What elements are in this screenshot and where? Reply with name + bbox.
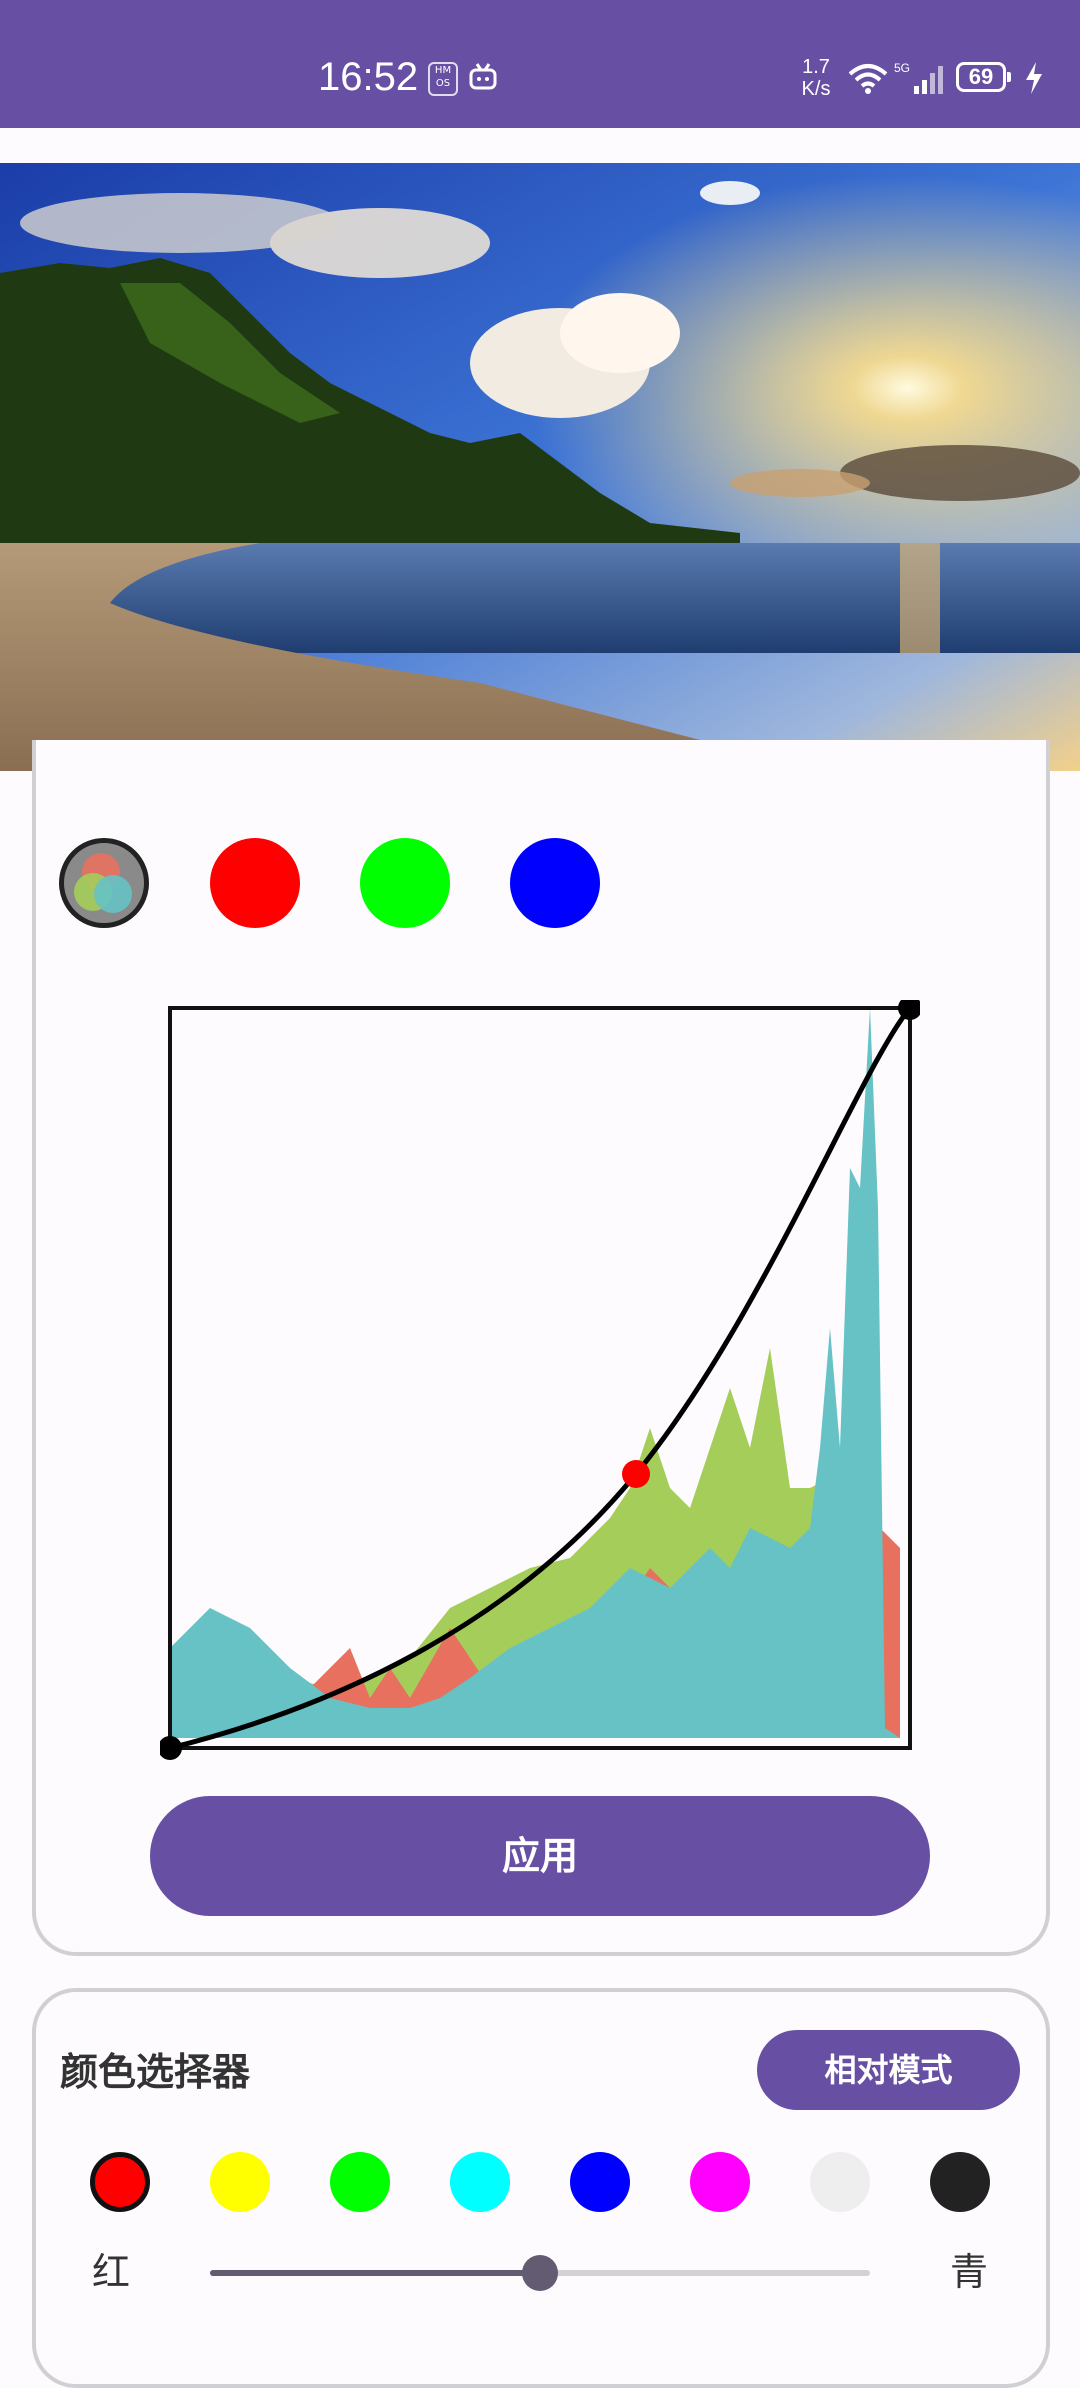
- network-speed: 1.7 K/s: [796, 56, 836, 100]
- swatch-white[interactable]: [810, 2152, 870, 2212]
- preview-image: [0, 163, 1080, 771]
- channel-red-button[interactable]: [210, 838, 300, 928]
- curve-point-active[interactable]: [622, 1460, 650, 1488]
- signal-5g-icon: 5G: [894, 61, 943, 94]
- curve-frame: [168, 1006, 912, 1750]
- hmos-icon: HM OS: [428, 62, 458, 96]
- curve-graph[interactable]: [158, 996, 922, 1760]
- curve-card: [32, 740, 1050, 1956]
- blue-dot-icon: [94, 875, 132, 913]
- channel-green-button[interactable]: [360, 838, 450, 928]
- tv-app-icon: [469, 63, 497, 90]
- hue-slider[interactable]: [210, 2255, 870, 2291]
- apply-button[interactable]: 应用: [150, 1796, 930, 1916]
- swatch-green[interactable]: [330, 2152, 390, 2212]
- status-bar: 16:52 HM OS 1.7 K/s 5G 69: [0, 0, 1080, 128]
- wifi-icon: [848, 64, 888, 94]
- channel-all-button[interactable]: [59, 838, 149, 928]
- relative-mode-button[interactable]: 相对模式: [757, 2030, 1020, 2110]
- network-speed-unit: K/s: [801, 78, 831, 100]
- slider-right-label: 青: [950, 2250, 989, 2294]
- slider-thumb[interactable]: [522, 2255, 558, 2291]
- swatch-magenta[interactable]: [690, 2152, 750, 2212]
- swatch-cyan[interactable]: [450, 2152, 510, 2212]
- slider-fill: [210, 2270, 540, 2276]
- network-speed-value: 1.7: [802, 56, 830, 78]
- curve-point-start[interactable]: [158, 1736, 182, 1760]
- status-time: 16:52: [318, 55, 419, 99]
- curve-point-end[interactable]: [898, 996, 922, 1020]
- color-picker-title: 颜色选择器: [60, 2050, 251, 2094]
- swatch-black[interactable]: [930, 2152, 990, 2212]
- slider-left-label: 红: [92, 2250, 131, 2294]
- charging-icon: [1026, 62, 1042, 94]
- svg-text:5G: 5G: [894, 61, 910, 75]
- swatch-yellow[interactable]: [210, 2152, 270, 2212]
- histogram-blue: [170, 1008, 900, 1738]
- swatch-red[interactable]: [90, 2152, 150, 2212]
- battery-icon: 69: [956, 62, 1011, 92]
- channel-blue-button[interactable]: [510, 838, 600, 928]
- curve-editor[interactable]: [158, 996, 922, 1760]
- beach-photo: [0, 163, 1080, 771]
- swatch-blue[interactable]: [570, 2152, 630, 2212]
